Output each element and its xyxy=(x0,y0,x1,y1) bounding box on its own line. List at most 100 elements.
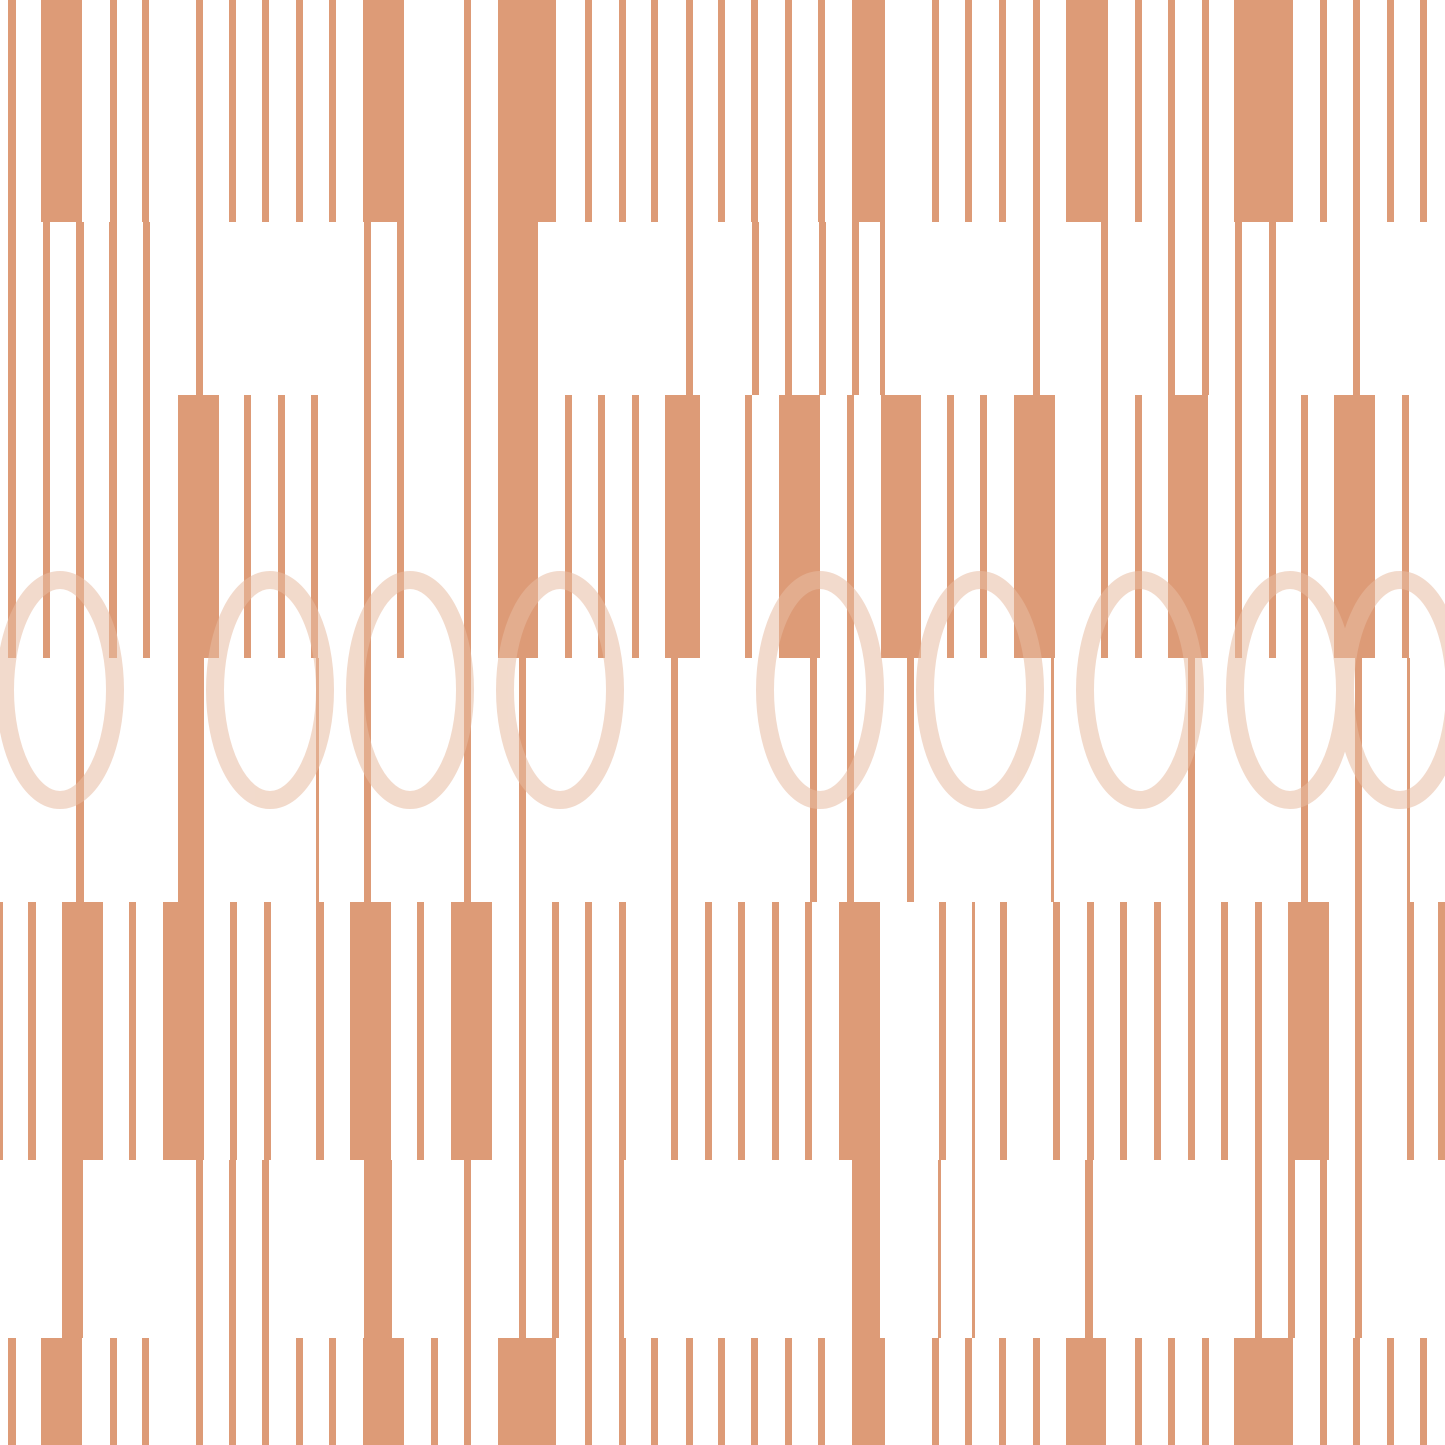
stripe-bar xyxy=(965,1338,972,1445)
stripe-bar xyxy=(316,902,324,1160)
stripe-bar xyxy=(178,658,204,902)
stripe-bar xyxy=(109,395,117,658)
stripe-bar xyxy=(718,1338,725,1445)
stripe-bar xyxy=(143,222,150,395)
stripe-bar xyxy=(619,1160,624,1338)
stripe-bar xyxy=(585,0,592,222)
stripe-bar xyxy=(397,395,404,658)
stripe-bar xyxy=(451,902,492,1160)
stripe-bar xyxy=(785,1338,792,1445)
stripe-bar xyxy=(296,0,303,222)
stripe-bar xyxy=(110,1338,117,1445)
stripe-bar xyxy=(805,902,812,1160)
stripe-bar xyxy=(178,395,219,658)
stripe-bar xyxy=(980,395,987,658)
stripe-bar xyxy=(1255,902,1262,1160)
stripe-bar xyxy=(1120,902,1127,1160)
stripe-bar xyxy=(999,0,1006,222)
stripe-bar xyxy=(1000,902,1007,1160)
stripe-bar xyxy=(1288,1160,1295,1338)
stripe-bar xyxy=(1051,658,1054,902)
stripe-bar xyxy=(1402,395,1409,658)
stripe-bar xyxy=(41,0,82,222)
stripe-bar xyxy=(1234,1338,1293,1445)
stripe-bar xyxy=(43,222,50,395)
stripe-bar xyxy=(1320,0,1327,222)
stripe-bar xyxy=(651,0,658,222)
stripe-bar xyxy=(431,1338,438,1445)
stripe-bar xyxy=(772,902,779,1160)
stripe-bar xyxy=(932,1338,939,1445)
stripe-bar xyxy=(852,1338,885,1445)
stripe-row xyxy=(8,0,1427,222)
stripe-bar xyxy=(1438,902,1445,1160)
stripe-bar xyxy=(229,0,236,222)
stripe-bar xyxy=(818,1338,825,1445)
stripe-bar xyxy=(1407,902,1414,1160)
stripe-bar xyxy=(196,1338,203,1445)
stripe-bar xyxy=(311,395,318,658)
stripe-bar xyxy=(565,395,572,658)
stripe-bar xyxy=(1101,0,1108,222)
stripe-bar xyxy=(262,1160,269,1338)
stripe-bar xyxy=(552,1160,559,1338)
stripe-bar xyxy=(1033,0,1040,222)
stripe-bar xyxy=(62,902,103,1160)
stripe-bar xyxy=(498,1338,556,1445)
stripe-bar xyxy=(230,902,237,1160)
stripe-bar xyxy=(819,222,826,395)
stripe-bar xyxy=(519,902,526,1160)
stripe-bar xyxy=(585,1338,592,1445)
stripe-bar xyxy=(1168,222,1175,395)
stripe-bar xyxy=(1301,395,1308,658)
stripe-bar xyxy=(947,395,954,658)
stripe-bar xyxy=(364,222,371,395)
stripe-bar xyxy=(196,0,203,222)
watermark-glyph xyxy=(1336,571,1445,809)
stripe-bar xyxy=(244,395,251,658)
stripe-row xyxy=(8,395,1409,658)
stripe-bar xyxy=(1101,395,1108,658)
stripe-bar xyxy=(718,0,725,222)
stripe-bar xyxy=(1168,1338,1175,1445)
watermark-glyph xyxy=(756,571,884,809)
watermark-glyph xyxy=(496,571,624,809)
stripe-bar xyxy=(665,395,700,658)
stripe-bar xyxy=(1085,1160,1093,1338)
stripe-bar xyxy=(1387,0,1394,222)
stripe-bar xyxy=(43,395,50,658)
stripe-bar xyxy=(1154,902,1161,1160)
stripe-bar xyxy=(785,0,792,222)
stripe-bar xyxy=(76,222,84,395)
stripe-bar xyxy=(839,902,880,1160)
stripe-bar xyxy=(1235,222,1242,395)
stripe-bar xyxy=(1135,0,1142,222)
stripe-bar xyxy=(229,1338,236,1445)
stripe-bar xyxy=(619,902,626,1160)
stripe-bar xyxy=(1087,902,1094,1160)
stripe-bar xyxy=(671,658,678,902)
stripe-bar xyxy=(464,658,471,902)
stripe-bar xyxy=(1320,1338,1327,1445)
stripe-bar xyxy=(705,902,712,1160)
stripe-bar xyxy=(417,902,424,1160)
watermark xyxy=(0,571,1445,809)
stripe-bar xyxy=(999,1338,1006,1445)
stripe-bar xyxy=(810,658,817,902)
stripe-row xyxy=(8,1338,1427,1445)
stripe-bar xyxy=(751,0,758,222)
stripe-bar xyxy=(8,395,16,658)
stripe-bar xyxy=(1235,395,1242,658)
stripe-bar xyxy=(686,1338,693,1445)
stripe-bar xyxy=(598,395,605,658)
stripe-bar xyxy=(932,0,939,222)
stripe-bar xyxy=(464,0,471,222)
stripe-bar xyxy=(364,658,371,902)
stripe-bar xyxy=(1202,0,1209,222)
stripe-bar xyxy=(364,1160,392,1338)
stripe-bar xyxy=(1269,395,1276,658)
stripe-bar xyxy=(686,0,693,222)
stripe-bar xyxy=(41,1338,82,1445)
stripe-bar xyxy=(1407,658,1410,902)
